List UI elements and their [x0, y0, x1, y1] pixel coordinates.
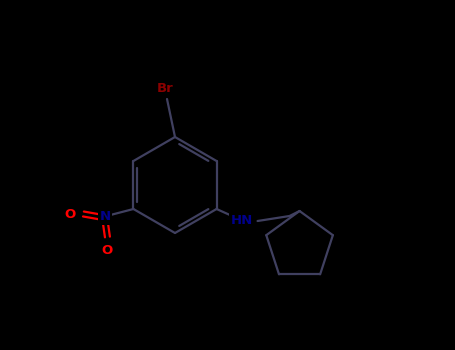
Text: O: O	[102, 245, 113, 258]
Text: Br: Br	[157, 83, 173, 96]
Text: N: N	[100, 210, 111, 224]
Text: O: O	[65, 208, 76, 220]
Text: HN: HN	[230, 215, 253, 228]
